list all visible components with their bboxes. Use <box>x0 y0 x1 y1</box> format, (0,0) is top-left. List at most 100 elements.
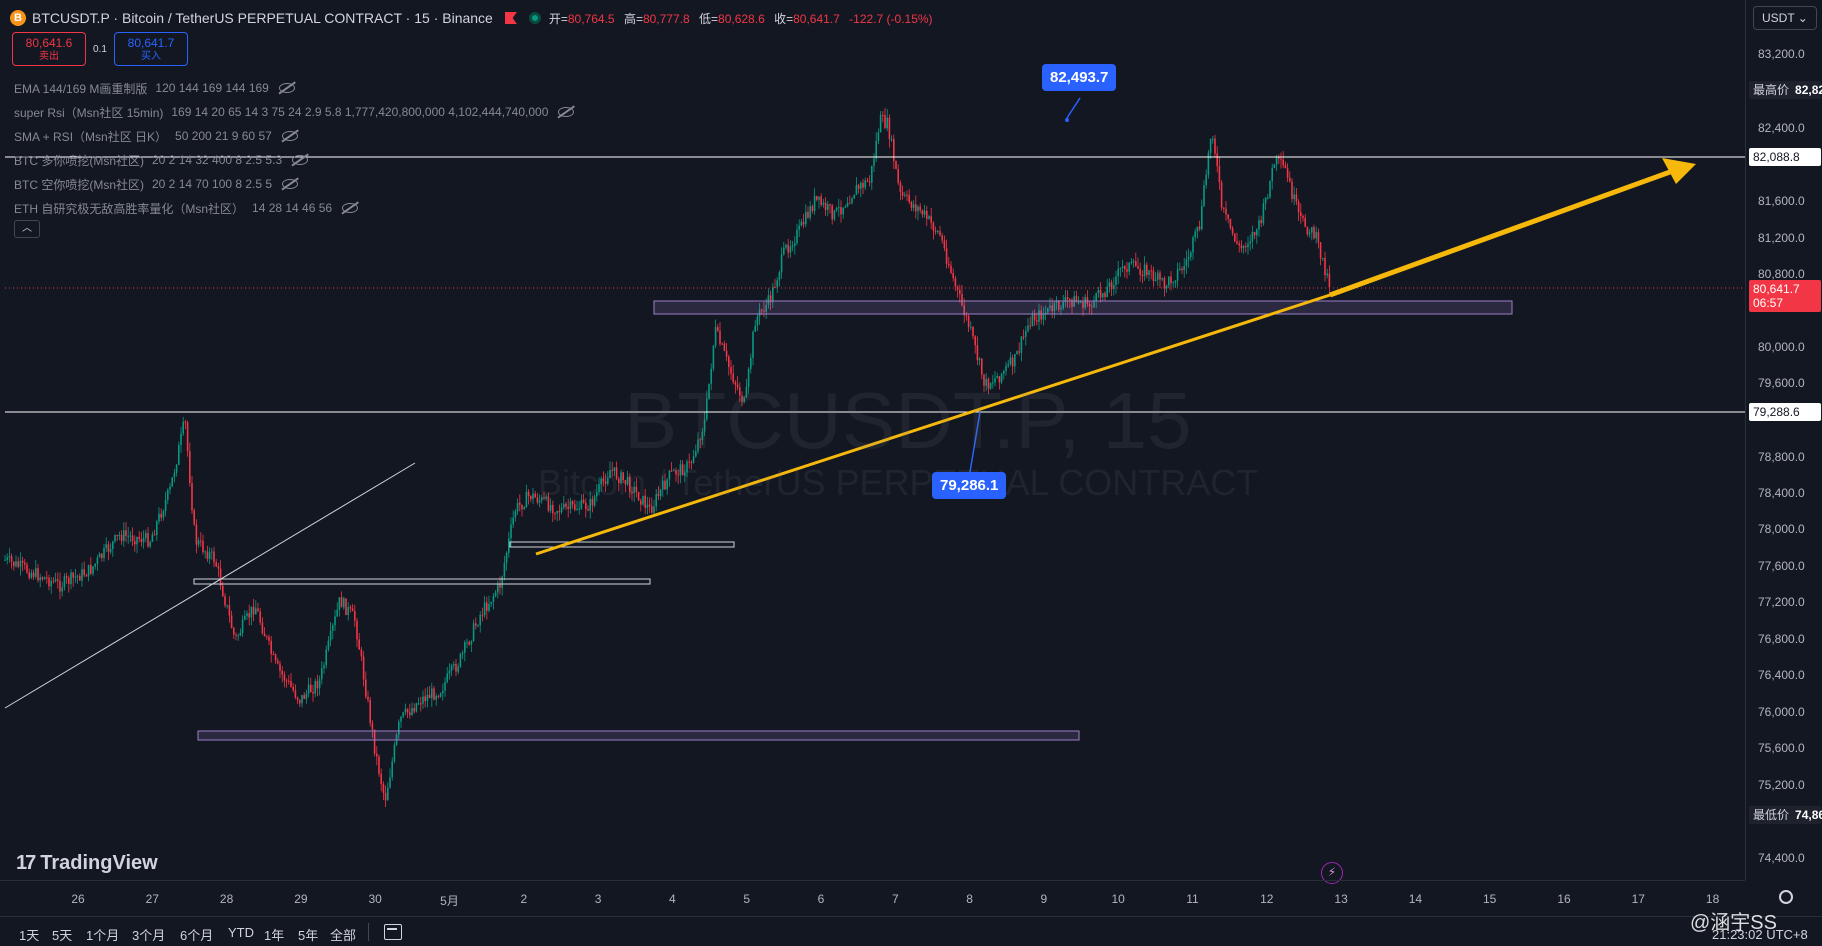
candle-body <box>239 632 242 636</box>
clock[interactable]: 21:23:02 UTC+8 <box>1712 927 1808 942</box>
candle-body <box>1143 264 1146 277</box>
indicator-row[interactable]: SMA + RSI（Msn社区 日K） 50 200 21 9 60 57 <box>14 124 574 148</box>
candle-body <box>1113 285 1115 290</box>
candle-body <box>684 472 686 476</box>
candle-body <box>1242 245 1245 249</box>
candle-body <box>633 486 635 494</box>
candle-body <box>1049 305 1051 308</box>
indicator-row[interactable]: ETH 自研究极无敌高胜率量化（Msn社区） 14 28 14 46 56 <box>14 196 574 220</box>
candle-body <box>6 557 8 560</box>
market-status-icon[interactable] <box>528 12 541 24</box>
candle-body <box>116 534 118 536</box>
candle-body <box>481 614 484 616</box>
indicator-row[interactable]: BTC 多你喷挖(Msn社区) 20 2 14 32 400 8 2.5 5.3 <box>14 148 574 172</box>
candle-body <box>274 654 277 661</box>
eye-hidden-icon[interactable] <box>281 131 298 141</box>
candle-body <box>945 248 948 264</box>
candle-body <box>754 325 756 332</box>
price-scale[interactable]: USDT ⌄ 83,200.0 82,400.0 81,600.0 81,200.0 8… <box>1745 0 1822 880</box>
currency-select[interactable]: USDT ⌄ <box>1753 6 1817 30</box>
candle-body <box>1104 293 1106 297</box>
time-axis[interactable]: 26 27 28 29 30 5月 2 3 4 5 6 7 8 9 10 11 12 13 14 15 16 17 18 <box>0 880 1793 916</box>
candle-body <box>871 165 873 183</box>
range-button[interactable]: YTD <box>228 925 254 940</box>
candle-body <box>266 636 268 638</box>
lightning-icon[interactable]: ⚡ <box>1321 862 1343 884</box>
candle-body <box>1066 297 1069 300</box>
candle-body <box>362 656 365 680</box>
candle-body <box>107 544 110 552</box>
candle-body <box>508 538 510 553</box>
candle-body <box>853 194 855 199</box>
collapse-legend-button[interactable]: ︿ <box>14 220 40 238</box>
candle-body <box>160 513 162 518</box>
price-tick: 77,200.0 <box>1758 595 1805 609</box>
candle-body <box>376 753 378 757</box>
candle-body <box>961 294 963 306</box>
candle-body <box>226 605 228 607</box>
flag-icon[interactable] <box>504 12 517 24</box>
buy-button[interactable]: 80,641.7 买入 <box>114 32 188 66</box>
candle-body <box>1139 268 1141 275</box>
price-callout-lower[interactable]: 79,286.1 <box>932 472 1007 499</box>
range-button[interactable]: 6个月 <box>180 928 214 943</box>
candle-body <box>1194 231 1196 238</box>
range-button[interactable]: 1个月 <box>86 928 120 943</box>
candle-body <box>1207 152 1210 175</box>
indicator-row[interactable]: EMA 144/169 M画重制版 120 144 169 144 169 <box>14 76 574 100</box>
candle-body <box>426 694 429 701</box>
candle-body <box>195 524 198 545</box>
eye-hidden-icon[interactable] <box>282 179 299 189</box>
candle-body <box>431 688 433 699</box>
range-button[interactable]: 3个月 <box>132 928 166 943</box>
current-price-value: 80,641.7 <box>1753 282 1800 296</box>
candle-body <box>915 204 917 212</box>
candle-body <box>725 350 728 357</box>
candle-body <box>1095 293 1097 301</box>
range-button[interactable]: 5天 <box>52 928 73 943</box>
price-tick: 74,400.0 <box>1758 851 1805 865</box>
range-button[interactable]: 1天 <box>19 928 40 943</box>
candle-body <box>563 503 565 508</box>
candle-body <box>213 551 215 563</box>
candlestick-chart[interactable] <box>0 0 1745 880</box>
candle-body <box>849 203 851 205</box>
tradingview-logo[interactable]: 17 TradingView <box>16 852 158 875</box>
candle-body <box>457 666 459 672</box>
eye-hidden-icon[interactable] <box>292 155 309 165</box>
candle-body <box>1073 296 1075 307</box>
eye-hidden-icon[interactable] <box>278 83 295 93</box>
time-tick: 12 <box>1260 892 1274 906</box>
candle-body <box>681 464 684 476</box>
price-callout-upper[interactable]: 82,493.7 <box>1042 64 1117 91</box>
candle-body <box>19 560 22 567</box>
candle-body <box>831 205 833 220</box>
eye-hidden-icon[interactable] <box>558 107 575 117</box>
candle-body <box>494 592 497 597</box>
candle-body <box>576 509 578 511</box>
candle-body <box>1256 229 1258 236</box>
range-button[interactable]: 5年 <box>298 928 319 943</box>
range-button[interactable]: 1年 <box>264 928 285 943</box>
candle-body <box>464 642 466 653</box>
candle-body <box>556 511 558 514</box>
candle-body <box>490 601 492 604</box>
candle-body <box>1099 290 1102 298</box>
indicator-row[interactable]: super Rsi（Msn社区 15min) 169 14 20 65 14 3… <box>14 100 575 124</box>
indicator-row[interactable]: BTC 空你喷挖(Msn社区) 20 2 14 70 100 8 2.5 5 <box>14 172 574 196</box>
indicator-name: BTC 空你喷挖(Msn社区) <box>14 177 144 192</box>
candle-body <box>120 534 123 541</box>
candle-body <box>1183 265 1185 271</box>
symbol-title[interactable]: BTCUSDT.P · Bitcoin / TetherUS PERPETUAL… <box>32 10 493 26</box>
eye-hidden-icon[interactable] <box>342 203 359 213</box>
candle-body <box>787 244 789 253</box>
candle-body <box>983 374 985 386</box>
candle-body <box>57 579 59 581</box>
sell-button[interactable]: 80,641.6 卖出 <box>12 32 86 66</box>
settings-gear-icon[interactable] <box>1779 890 1793 904</box>
candle-body <box>965 315 968 317</box>
calendar-icon[interactable] <box>384 924 402 940</box>
trend-arrow-shaft <box>1329 169 1671 298</box>
range-button[interactable]: 全部 <box>330 928 357 943</box>
chart-pane[interactable]: BTCUSDT.P, 15 Bitcoin / TetherUS PERPETU… <box>0 0 1745 884</box>
